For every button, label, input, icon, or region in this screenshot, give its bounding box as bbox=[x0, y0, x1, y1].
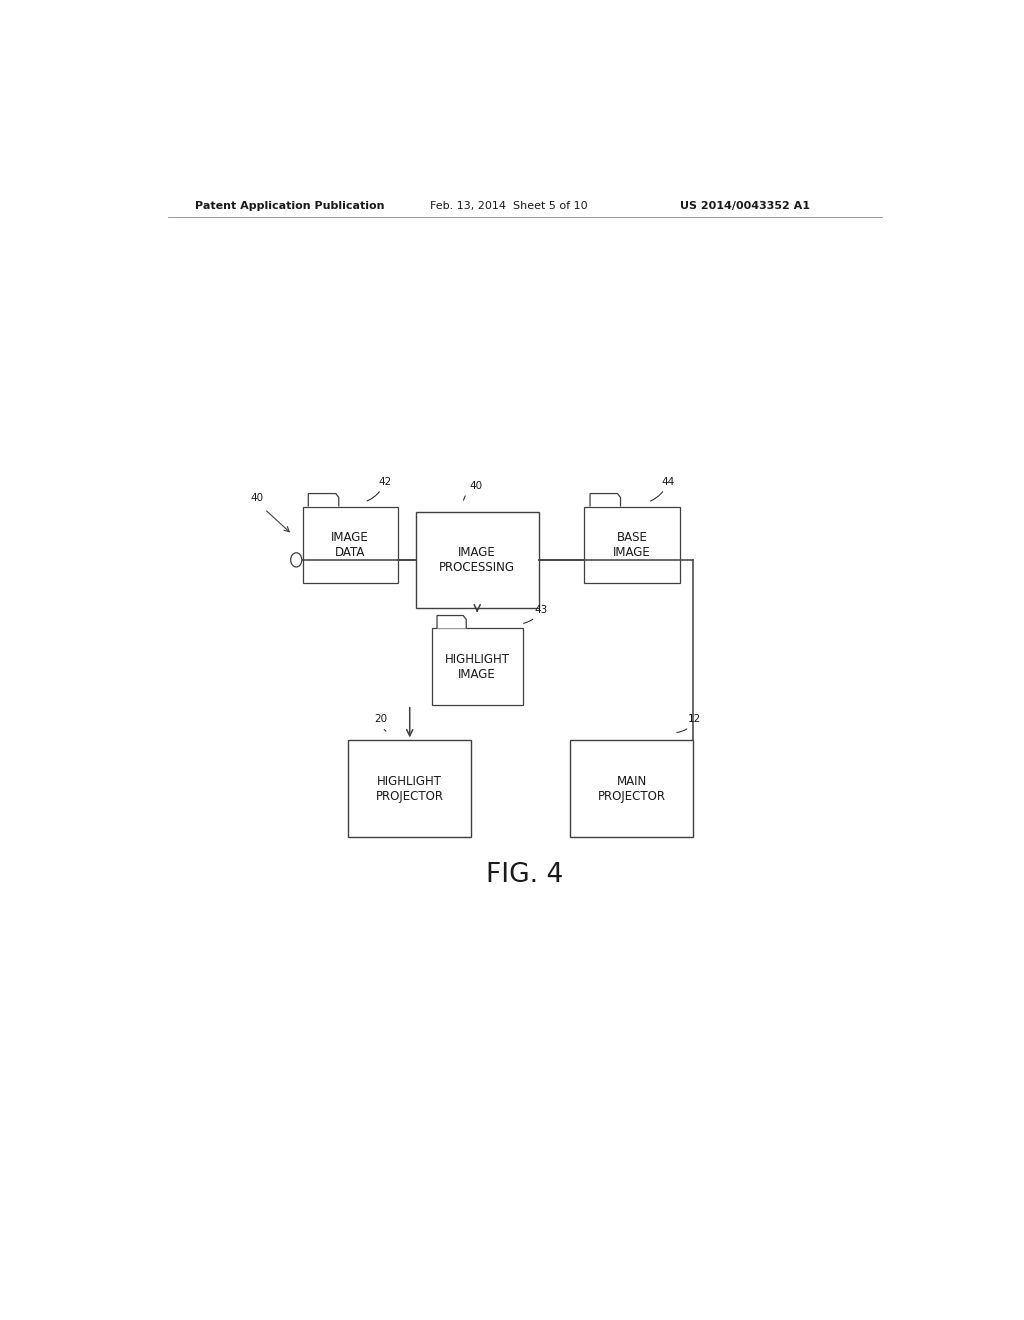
Polygon shape bbox=[308, 494, 339, 507]
Bar bbox=[585, 507, 680, 582]
Bar bbox=[431, 628, 523, 705]
Text: Patent Application Publication: Patent Application Publication bbox=[196, 201, 385, 211]
Text: 12: 12 bbox=[677, 714, 701, 733]
Text: IMAGE
PROCESSING: IMAGE PROCESSING bbox=[439, 546, 515, 574]
Text: 40: 40 bbox=[464, 480, 482, 500]
Text: US 2014/0043352 A1: US 2014/0043352 A1 bbox=[680, 201, 810, 211]
Bar bbox=[416, 512, 539, 609]
Text: 40: 40 bbox=[250, 492, 263, 503]
Text: 44: 44 bbox=[650, 477, 675, 502]
Text: IMAGE
DATA: IMAGE DATA bbox=[332, 531, 369, 558]
Circle shape bbox=[291, 553, 302, 568]
Text: 43: 43 bbox=[523, 605, 548, 623]
Polygon shape bbox=[437, 615, 466, 628]
Text: 42: 42 bbox=[367, 477, 391, 502]
Text: HIGHLIGHT
PROJECTOR: HIGHLIGHT PROJECTOR bbox=[376, 775, 443, 803]
Text: MAIN
PROJECTOR: MAIN PROJECTOR bbox=[598, 775, 666, 803]
Text: FIG. 4: FIG. 4 bbox=[486, 862, 563, 888]
Bar bbox=[348, 741, 471, 837]
Text: 20: 20 bbox=[374, 714, 387, 731]
Bar bbox=[303, 507, 398, 582]
Text: Feb. 13, 2014  Sheet 5 of 10: Feb. 13, 2014 Sheet 5 of 10 bbox=[430, 201, 587, 211]
Text: HIGHLIGHT
IMAGE: HIGHLIGHT IMAGE bbox=[444, 652, 510, 681]
Polygon shape bbox=[590, 494, 621, 507]
Text: BASE
IMAGE: BASE IMAGE bbox=[613, 531, 651, 558]
Bar bbox=[570, 741, 693, 837]
